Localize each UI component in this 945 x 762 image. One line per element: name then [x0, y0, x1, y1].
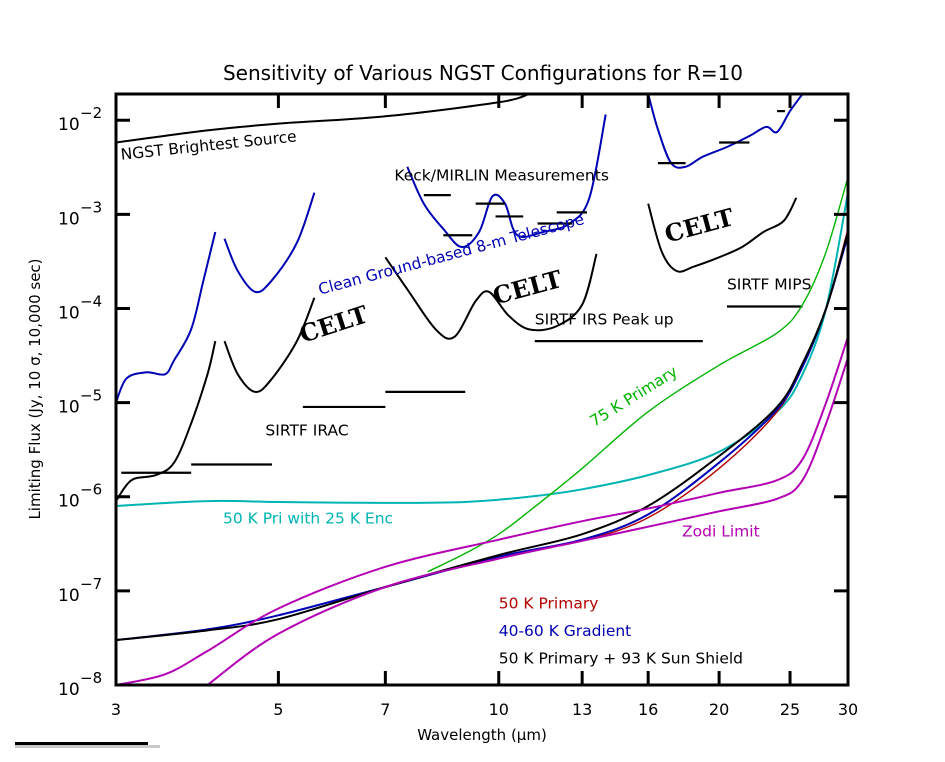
x-tick-label: 7: [380, 700, 390, 719]
series-75-k-primary: [427, 176, 848, 573]
annotation-celt: CELT: [490, 264, 565, 310]
annotation-celt: CELT: [661, 202, 736, 248]
y-tick-label: 10: [58, 209, 80, 229]
y-tick-exponent: −2: [80, 104, 102, 122]
y-tick-exponent: −8: [80, 669, 102, 687]
y-tick-exponent: −6: [80, 481, 102, 499]
x-tick-label: 3: [111, 700, 121, 719]
series-clean-ground-based-8-m-telescope-q-band: [647, 94, 804, 169]
x-tick-label: 10: [489, 700, 509, 719]
line-50-k-pri-with-25-k-enc: [116, 192, 848, 507]
y-tick-label: 10: [58, 680, 80, 700]
x-tick-label: 13: [572, 700, 592, 719]
annotation-40-60-k-gradient: 40-60 K Gradient: [499, 622, 632, 640]
series-clean-ground-based-8-m-telescope-l-m-band: [116, 192, 316, 403]
x-axis-label: Wavelength (μm): [417, 726, 547, 744]
line-celt-2: [384, 253, 598, 340]
series-celt: [116, 197, 798, 502]
y-tick-exponent: −7: [80, 575, 102, 593]
y-tick-label: 10: [58, 398, 80, 418]
annotation-sirtf-mips: SIRTF MIPS: [727, 275, 812, 293]
y-tick-exponent: −5: [80, 387, 102, 405]
y-tick-label: 10: [58, 586, 80, 606]
scrollbar-track[interactable]: [15, 745, 160, 748]
annotation-celt: CELT: [296, 299, 372, 348]
annotations: NGST Brightest Source Keck/MIRLIN Measure…: [120, 127, 812, 667]
line-clean-ground-based-8-m-telescope-l-m-band-1: [223, 192, 316, 294]
line-50-k-primary-93-k-sun-shield: [116, 231, 848, 642]
annotation-75-k-primary: 75 K Primary: [587, 362, 681, 430]
annotation-50-k-pri-with-25-k-enc: 50 K Pri with 25 K Enc: [223, 509, 393, 527]
line-zodi-limit-0: [116, 336, 848, 685]
line-celt-0: [116, 340, 217, 502]
annotation-50-k-primary-93-k-sun-shield: 50 K Primary + 93 K Sun Shield: [499, 649, 743, 667]
line-celt-1: [223, 297, 316, 393]
x-tick-label: 25: [780, 700, 800, 719]
y-tick-label: 10: [58, 115, 80, 135]
x-tick-label: 16: [638, 700, 658, 719]
series-clean-ground-based-8-m-telescope-n-band: [406, 114, 607, 248]
line-zodi-limit-1: [206, 357, 848, 685]
annotation-sirtf-irs-peak-up: SIRTF IRS Peak up: [535, 310, 674, 328]
series-ngst-brightest-source: [116, 94, 530, 144]
line-clean-ground-based-8-m-telescope-q-band: [647, 94, 804, 169]
line-40-60-k-gradient: [116, 234, 848, 642]
line-celt-3: [647, 197, 798, 273]
annotation-keck-mirlin-measurements: Keck/MIRLIN Measurements: [394, 166, 609, 184]
x-tick-label: 30: [838, 700, 858, 719]
x-tick-label: 20: [709, 700, 729, 719]
plot-frame: [114, 92, 850, 687]
series-50-k-primary-93-k-sun-shield: [116, 231, 848, 642]
y-axis-label: Limiting Flux (Jy, 10 σ, 10,000 sec): [26, 258, 44, 519]
scrollbar-thumb[interactable]: [15, 742, 148, 745]
y-tick-exponent: −3: [80, 198, 102, 216]
x-tick-label: 5: [273, 700, 283, 719]
annotation-zodi-limit: Zodi Limit: [682, 522, 760, 540]
y-tick-label: 10: [58, 303, 80, 323]
chart-title: Sensitivity of Various NGST Configuratio…: [223, 61, 743, 85]
line-ngst-brightest-source: [116, 94, 530, 144]
series-40-60-k-gradient: [116, 234, 848, 642]
line-clean-ground-based-8-m-telescope-n-band: [406, 114, 607, 248]
line-75-k-primary: [427, 176, 848, 573]
plot-area: [116, 94, 848, 685]
y-tick-label: 10: [58, 492, 80, 512]
series-keck-mirlin-measurements: [423, 110, 785, 237]
annotation-ngst-brightest-source: NGST Brightest Source: [120, 127, 298, 163]
line-clean-ground-based-8-m-telescope-l-m-band-0: [116, 231, 217, 403]
series-sirtf-irac: [121, 390, 466, 474]
series-50-k-pri-with-25-k-enc: [116, 192, 848, 507]
axes: 3 5 7 10 13 16 20 25 3010−810−710−610−510−410−31…: [58, 92, 858, 719]
y-tick-exponent: −4: [80, 292, 102, 310]
series-zodi-limit: [116, 336, 848, 685]
annotation-50-k-primary: 50 K Primary: [499, 594, 599, 612]
annotation-sirtf-irac: SIRTF IRAC: [265, 421, 348, 439]
